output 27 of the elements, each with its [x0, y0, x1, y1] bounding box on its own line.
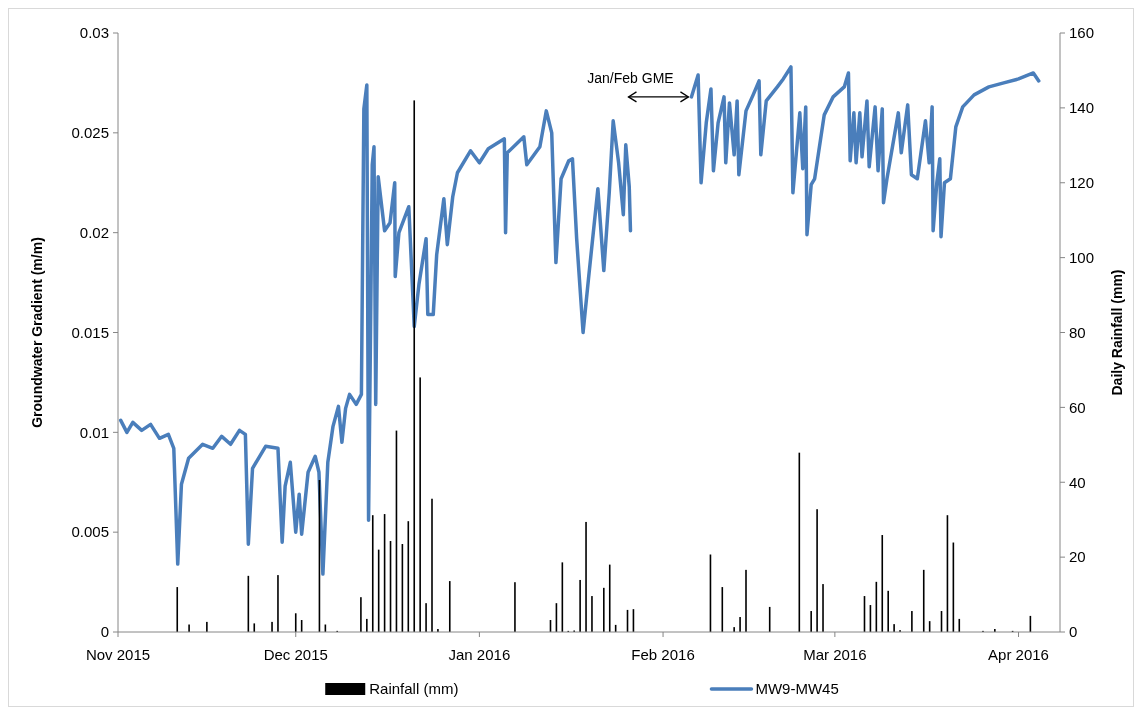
- y-axis-title: Groundwater Gradient (m/m): [29, 237, 45, 428]
- y-tick-label: 0.02: [79, 223, 109, 241]
- y-tick-label: 0.015: [71, 323, 109, 341]
- legend-label: Rainfall (mm): [369, 680, 459, 698]
- x-tick-label: Dec 2015: [263, 646, 328, 663]
- x-tick-label: Apr 2016: [988, 646, 1049, 663]
- y2-tick-label: 0: [1069, 623, 1078, 641]
- y-tick-label: 0.01: [79, 423, 109, 441]
- y-tick-label: 0.005: [71, 523, 109, 541]
- y2-tick-label: 120: [1069, 174, 1095, 191]
- y2-axis-title: Daily Rainfall (mm): [1109, 269, 1125, 396]
- annotation: Jan/Feb GME: [587, 69, 674, 86]
- legend-label: MW9-MW45: [755, 680, 839, 698]
- y2-tick-label: 40: [1069, 473, 1086, 491]
- y2-tick-label: 100: [1069, 248, 1095, 266]
- y-tick-label: 0.025: [71, 124, 109, 142]
- x-tick-label: Nov 2015: [85, 646, 151, 663]
- y-tick-label: 0: [100, 623, 109, 641]
- x-tick-label: Jan 2016: [448, 646, 511, 663]
- y-tick-label: 0.03: [79, 24, 109, 42]
- y2-tick-label: 140: [1069, 99, 1095, 117]
- y2-tick-label: 80: [1069, 323, 1086, 341]
- y2-tick-label: 60: [1069, 398, 1086, 416]
- x-tick-label: Feb 2016: [631, 646, 695, 663]
- y2-tick-label: 20: [1069, 548, 1086, 566]
- y2-tick-label: 160: [1069, 24, 1095, 42]
- x-tick-label: Mar 2016: [803, 646, 867, 663]
